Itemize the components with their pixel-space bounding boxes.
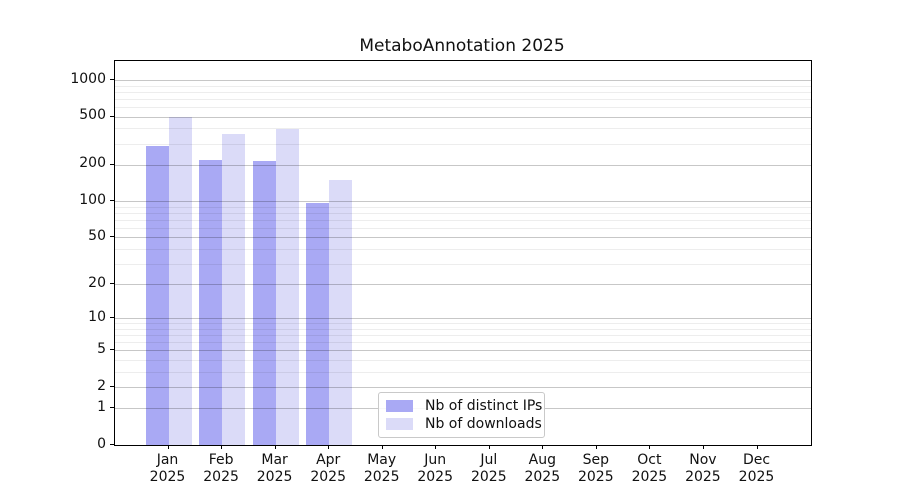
x-tick-mark (756, 445, 758, 449)
minor-gridline (115, 219, 811, 221)
major-gridline (115, 201, 811, 203)
x-tick-label-apr: Apr 2025 (310, 452, 346, 485)
y-tick-label: 5 (97, 340, 106, 357)
legend-item-distinct-ips: Nb of distinct IPs (386, 398, 542, 415)
y-tick-mark (110, 407, 114, 409)
x-tick-label-mar: Mar 2025 (256, 452, 293, 485)
x-tick-label-feb: Feb 2025 (203, 452, 239, 485)
x-tick-mark (328, 445, 330, 449)
x-tick-label-nov: Nov 2025 (685, 452, 721, 485)
distinct-ips-bar-feb (199, 159, 223, 445)
distinct-ips-bar-apr (306, 202, 330, 445)
major-gridline (115, 318, 811, 320)
minor-gridline (115, 227, 811, 229)
minor-gridline (115, 128, 811, 130)
downloads-swatch (386, 418, 413, 430)
x-tick-label-aug: Aug 2025 (524, 452, 561, 485)
y-tick-label: 0 (97, 435, 106, 452)
y-tick-label: 50 (88, 227, 106, 244)
x-tick-mark (649, 445, 651, 449)
minor-gridline (115, 360, 811, 361)
y-tick-label: 10 (88, 308, 106, 325)
x-tick-mark (595, 445, 597, 449)
y-tick-mark (110, 283, 114, 285)
y-tick-mark (110, 115, 114, 117)
major-gridline (115, 237, 811, 239)
y-tick-label: 500 (79, 107, 106, 124)
downloads-bar-mar (275, 129, 299, 445)
downloads-bar-apr (329, 179, 353, 445)
minor-gridline (115, 143, 811, 145)
minor-gridline (115, 107, 811, 108)
x-tick-label-may: May 2025 (363, 452, 400, 485)
y-tick-label: 1 (97, 398, 106, 415)
y-tick-mark (110, 349, 114, 351)
distinct-ips-bar-mar (252, 160, 276, 445)
y-tick-label: 200 (79, 155, 106, 172)
legend: Nb of distinct IPs Nb of downloads (378, 392, 545, 438)
major-gridline (115, 164, 811, 166)
distinct-ips-bar-jan (145, 146, 169, 445)
legend-label: Nb of distinct IPs (425, 397, 543, 414)
chart-title: MetaboAnnotation 2025 (359, 36, 565, 56)
plot-area (114, 60, 812, 446)
major-gridline (115, 387, 811, 388)
y-tick-mark (110, 317, 114, 319)
downloads-bar-jan (168, 116, 192, 445)
x-tick-mark (435, 445, 437, 449)
major-gridline (115, 350, 811, 352)
x-tick-label-jun: Jun 2025 (417, 452, 453, 485)
minor-gridline (115, 206, 811, 208)
x-tick-mark (381, 445, 383, 449)
minor-gridline (115, 263, 811, 265)
y-tick-label: 2 (97, 377, 106, 394)
y-tick-mark (110, 444, 114, 445)
minor-gridline (115, 328, 811, 330)
downloads-bar-feb (222, 133, 246, 445)
x-tick-mark (702, 445, 704, 449)
x-tick-label-sep: Sep 2025 (577, 452, 614, 485)
x-tick-mark (542, 445, 544, 449)
y-tick-label: 20 (88, 274, 106, 291)
major-gridline (115, 284, 811, 286)
x-tick-label-jul: Jul 2025 (470, 452, 507, 485)
y-tick-mark (110, 236, 114, 238)
minor-gridline (115, 248, 811, 250)
minor-gridline (115, 335, 811, 337)
y-tick-mark (110, 200, 114, 202)
distinct-ips-swatch (386, 400, 413, 412)
minor-gridline (115, 98, 811, 100)
legend-item-downloads: Nb of downloads (386, 416, 542, 433)
legend-label: Nb of downloads (425, 415, 542, 432)
x-tick-label-jan: Jan 2025 (149, 452, 186, 485)
x-tick-label-oct: Oct 2025 (631, 452, 668, 485)
x-tick-mark (221, 445, 223, 449)
y-tick-mark (110, 79, 114, 80)
y-tick-mark (110, 163, 114, 165)
minor-gridline (115, 212, 811, 214)
x-tick-mark (167, 445, 169, 449)
y-tick-label: 1000 (70, 70, 106, 87)
minor-gridline (115, 91, 811, 93)
minor-gridline (115, 342, 811, 344)
major-gridline (115, 80, 811, 81)
minor-gridline (115, 323, 811, 325)
x-tick-label-dec: Dec 2025 (738, 452, 775, 485)
x-tick-mark (488, 445, 490, 449)
major-gridline (115, 116, 811, 118)
minor-gridline (115, 85, 811, 87)
x-tick-mark (274, 445, 276, 449)
minor-gridline (115, 371, 811, 373)
y-tick-mark (110, 386, 114, 387)
y-tick-label: 100 (79, 191, 106, 208)
